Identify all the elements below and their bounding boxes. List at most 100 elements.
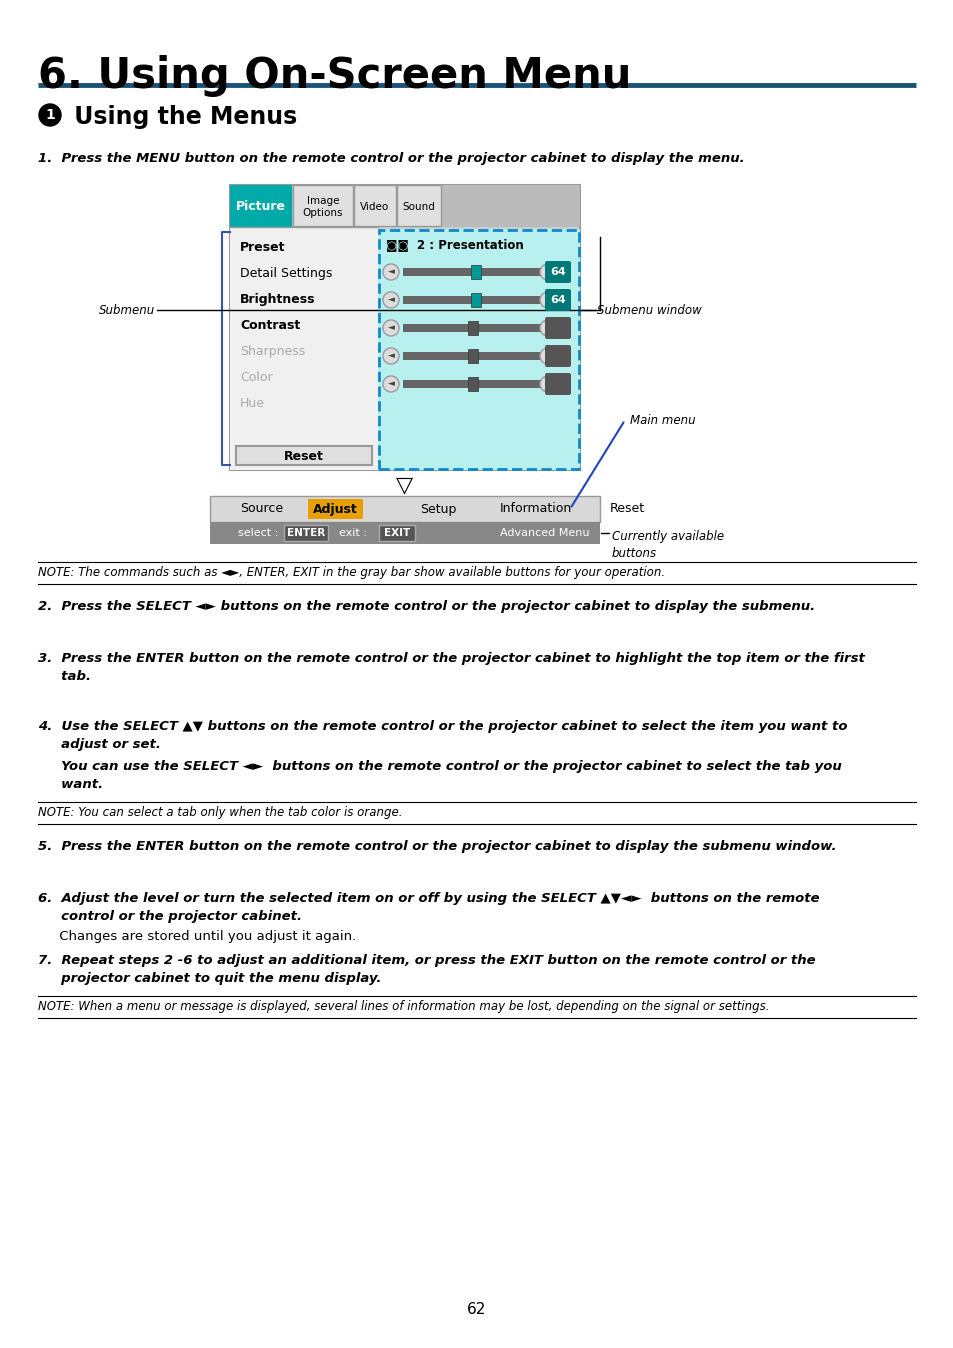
Bar: [396, 185, 440, 226]
Circle shape: [382, 376, 398, 392]
Text: Advanced Menu: Advanced Menu: [500, 528, 589, 538]
Text: tab.: tab.: [38, 670, 91, 683]
Text: NOTE: The commands such as ◄►, ENTER, EXIT in the gray bar show available button: NOTE: The commands such as ◄►, ENTER, EX…: [38, 566, 664, 580]
Text: 64: 64: [550, 267, 565, 276]
Text: Image
Options: Image Options: [302, 197, 343, 218]
Text: Sharpness: Sharpness: [240, 345, 305, 359]
Text: adjust or set.: adjust or set.: [38, 737, 161, 751]
Bar: [402, 268, 542, 276]
FancyBboxPatch shape: [544, 262, 571, 283]
Text: Using the Menus: Using the Menus: [66, 105, 297, 129]
Text: ►: ►: [544, 352, 551, 360]
Text: 64: 64: [550, 295, 565, 305]
Bar: [230, 185, 579, 470]
Text: Changes are stored until you adjust it again.: Changes are stored until you adjust it a…: [38, 930, 355, 944]
Text: ◙◙  2 : Presentation: ◙◙ 2 : Presentation: [386, 240, 523, 252]
Bar: [402, 380, 542, 388]
Text: Source: Source: [240, 503, 283, 515]
Text: Submenu window: Submenu window: [597, 303, 701, 317]
Text: ◄: ◄: [387, 352, 394, 360]
Text: Brightness: Brightness: [240, 293, 315, 306]
Bar: [210, 522, 599, 545]
Text: Video: Video: [360, 202, 389, 212]
Text: Color: Color: [240, 371, 273, 384]
Text: ◄: ◄: [387, 380, 394, 388]
Bar: [402, 352, 542, 360]
Circle shape: [539, 376, 556, 392]
Bar: [471, 293, 480, 307]
Text: ◄: ◄: [387, 267, 394, 276]
Bar: [471, 266, 480, 279]
Text: 2.  Press the SELECT ◄► buttons on the remote control or the projector cabinet t: 2. Press the SELECT ◄► buttons on the re…: [38, 600, 814, 613]
Text: 62: 62: [467, 1302, 486, 1317]
Text: buttons: buttons: [612, 547, 657, 559]
Bar: [230, 185, 292, 231]
Text: Preset: Preset: [240, 241, 285, 253]
Text: ►: ►: [544, 267, 551, 276]
Text: Adjust: Adjust: [313, 503, 357, 515]
Text: ►: ►: [544, 295, 551, 305]
Text: Picture: Picture: [235, 201, 286, 213]
Bar: [354, 185, 395, 226]
Text: Information: Information: [499, 503, 572, 515]
Text: Contrast: Contrast: [240, 319, 300, 332]
Text: ►: ►: [544, 380, 551, 388]
Text: 1.  Press the MENU button on the remote control or the projector cabinet to disp: 1. Press the MENU button on the remote c…: [38, 152, 744, 164]
Bar: [402, 324, 542, 332]
Bar: [378, 231, 578, 469]
Bar: [293, 185, 353, 226]
Text: Sound: Sound: [402, 202, 435, 212]
Text: 6. Using On-Screen Menu: 6. Using On-Screen Menu: [38, 55, 631, 97]
Text: ◄: ◄: [387, 295, 394, 305]
Text: NOTE: When a menu or message is displayed, several lines of information may be l: NOTE: When a menu or message is displaye…: [38, 1000, 769, 1012]
Text: ►: ►: [544, 324, 551, 333]
Text: Reset: Reset: [284, 449, 324, 462]
Bar: [235, 446, 372, 465]
Bar: [402, 297, 542, 305]
Text: Detail Settings: Detail Settings: [240, 267, 332, 280]
Circle shape: [39, 104, 61, 125]
Circle shape: [382, 348, 398, 364]
Text: 3.  Press the ENTER button on the remote control or the projector cabinet to hig: 3. Press the ENTER button on the remote …: [38, 652, 864, 665]
Text: projector cabinet to quit the menu display.: projector cabinet to quit the menu displ…: [38, 972, 381, 985]
Text: ◄: ◄: [387, 324, 394, 333]
Circle shape: [382, 264, 398, 280]
Text: select :: select :: [237, 528, 281, 538]
Text: 1: 1: [45, 108, 55, 123]
Bar: [377, 229, 579, 470]
FancyBboxPatch shape: [544, 345, 571, 367]
Text: Hue: Hue: [240, 398, 265, 410]
Text: control or the projector cabinet.: control or the projector cabinet.: [38, 910, 302, 923]
Text: EXIT: EXIT: [383, 528, 410, 538]
Circle shape: [539, 319, 556, 336]
FancyBboxPatch shape: [544, 288, 571, 311]
Text: 5.  Press the ENTER button on the remote control or the projector cabinet to dis: 5. Press the ENTER button on the remote …: [38, 840, 836, 853]
Bar: [210, 496, 599, 522]
Text: want.: want.: [38, 778, 103, 791]
Bar: [468, 321, 477, 336]
Text: Submenu: Submenu: [99, 303, 154, 317]
Text: ENTER: ENTER: [287, 528, 325, 538]
Text: 6.  Adjust the level or turn the selected item on or off by using the SELECT ▲▼◄: 6. Adjust the level or turn the selected…: [38, 892, 819, 905]
Circle shape: [382, 293, 398, 307]
Circle shape: [539, 348, 556, 364]
Text: 4.  Use the SELECT ▲▼ buttons on the remote control or the projector cabinet to : 4. Use the SELECT ▲▼ buttons on the remo…: [38, 720, 846, 733]
Text: Reset: Reset: [609, 503, 644, 515]
Bar: [378, 524, 415, 541]
Bar: [468, 349, 477, 363]
Text: 7.  Repeat steps 2 -6 to adjust an additional item, or press the EXIT button on : 7. Repeat steps 2 -6 to adjust an additi…: [38, 954, 815, 967]
Circle shape: [539, 264, 556, 280]
Text: You can use the SELECT ◄►  buttons on the remote control or the projector cabine: You can use the SELECT ◄► buttons on the…: [38, 760, 841, 772]
Bar: [468, 377, 477, 391]
FancyBboxPatch shape: [544, 317, 571, 338]
Bar: [308, 499, 363, 519]
Text: ▽: ▽: [396, 474, 414, 495]
Bar: [230, 226, 377, 470]
Text: Currently available: Currently available: [612, 530, 723, 543]
Bar: [230, 185, 579, 226]
FancyBboxPatch shape: [544, 373, 571, 395]
Text: NOTE: You can select a tab only when the tab color is orange.: NOTE: You can select a tab only when the…: [38, 806, 402, 820]
Bar: [284, 524, 328, 541]
Text: exit :: exit :: [332, 528, 370, 538]
Text: Main menu: Main menu: [629, 414, 695, 426]
